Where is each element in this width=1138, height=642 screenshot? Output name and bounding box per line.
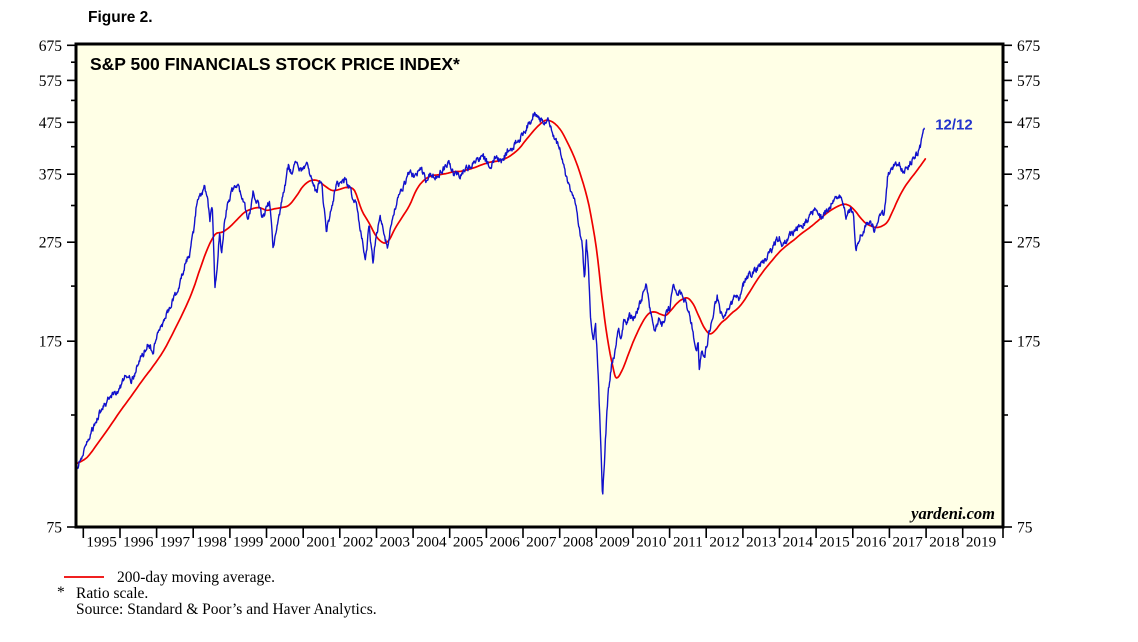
y-axis-label-right: 75 [1017,520,1033,537]
x-axis-year-label: 2002 [343,534,373,551]
x-axis-year-label: 2011 [673,534,703,551]
x-axis-year-label: 2014 [783,534,814,551]
watermark-yardeni: yardeni.com [909,504,995,523]
y-axis-label-left: 175 [39,334,63,351]
x-axis-year-label: 2009 [599,534,629,551]
y-axis-label-right: 275 [1017,235,1041,252]
y-axis-label-left: 575 [39,73,63,90]
ratio-scale-asterisk: * [57,584,65,601]
x-axis-year-label: 1996 [123,534,154,551]
x-axis-year-label: 2018 [929,534,960,551]
x-axis-year-label: 2005 [453,534,483,551]
x-axis-year-label: 2016 [856,534,887,551]
y-axis-label-left: 375 [39,167,63,184]
x-axis-year-label: 2007 [526,534,557,551]
x-axis-year-label: 2017 [893,534,924,551]
plot-border [74,42,1005,529]
y-axis-label-right: 675 [1017,38,1041,55]
x-axis-year-label: 2012 [709,534,739,551]
ratio-scale-note: Ratio scale. [76,585,148,602]
chart-title: S&P 500 FINANCIALS STOCK PRICE INDEX* [90,54,460,74]
x-axis-year-label: 2019 [966,534,996,551]
y-axis-label-right: 375 [1017,167,1041,184]
source-note: Source: Standard & Poor’s and Haver Anal… [76,601,377,618]
x-axis-year-label: 1997 [160,534,191,551]
x-axis-year-label: 2003 [380,534,410,551]
x-axis-year-label: 1998 [196,534,227,551]
y-axis-label-left: 75 [47,520,63,537]
x-axis-year-label: 1999 [233,534,263,551]
x-axis-year-label: 2006 [490,534,521,551]
x-axis-year-label: 2013 [746,534,776,551]
y-axis-label-right: 575 [1017,73,1041,90]
y-axis-label-left: 675 [39,38,63,55]
x-axis-year-label: 2001 [306,534,336,551]
moving-average-legend-label: 200-day moving average. [117,569,275,586]
y-axis-label-left: 275 [39,235,63,252]
latest-date-annotation: 12/12 [935,117,973,134]
y-axis-label-left: 475 [39,115,63,132]
x-axis-year-label: 2015 [819,534,849,551]
y-axis-label-right: 175 [1017,334,1041,351]
y-axis-label-right: 475 [1017,115,1041,132]
price-index-line [76,111,925,495]
axes: 675 675 575 575 475 475 375 375 275 275 175 175 75 75… [39,38,1041,551]
x-axis-year-label: 2000 [270,534,301,551]
x-axis-year-label: 2008 [563,534,594,551]
x-axis-year-label: 2010 [636,534,667,551]
moving-average-line [76,119,927,465]
figure-label: Figure 2. [88,9,153,26]
x-axis-year-label: 2004 [416,534,447,551]
x-axis-year-label: 1995 [86,534,116,551]
